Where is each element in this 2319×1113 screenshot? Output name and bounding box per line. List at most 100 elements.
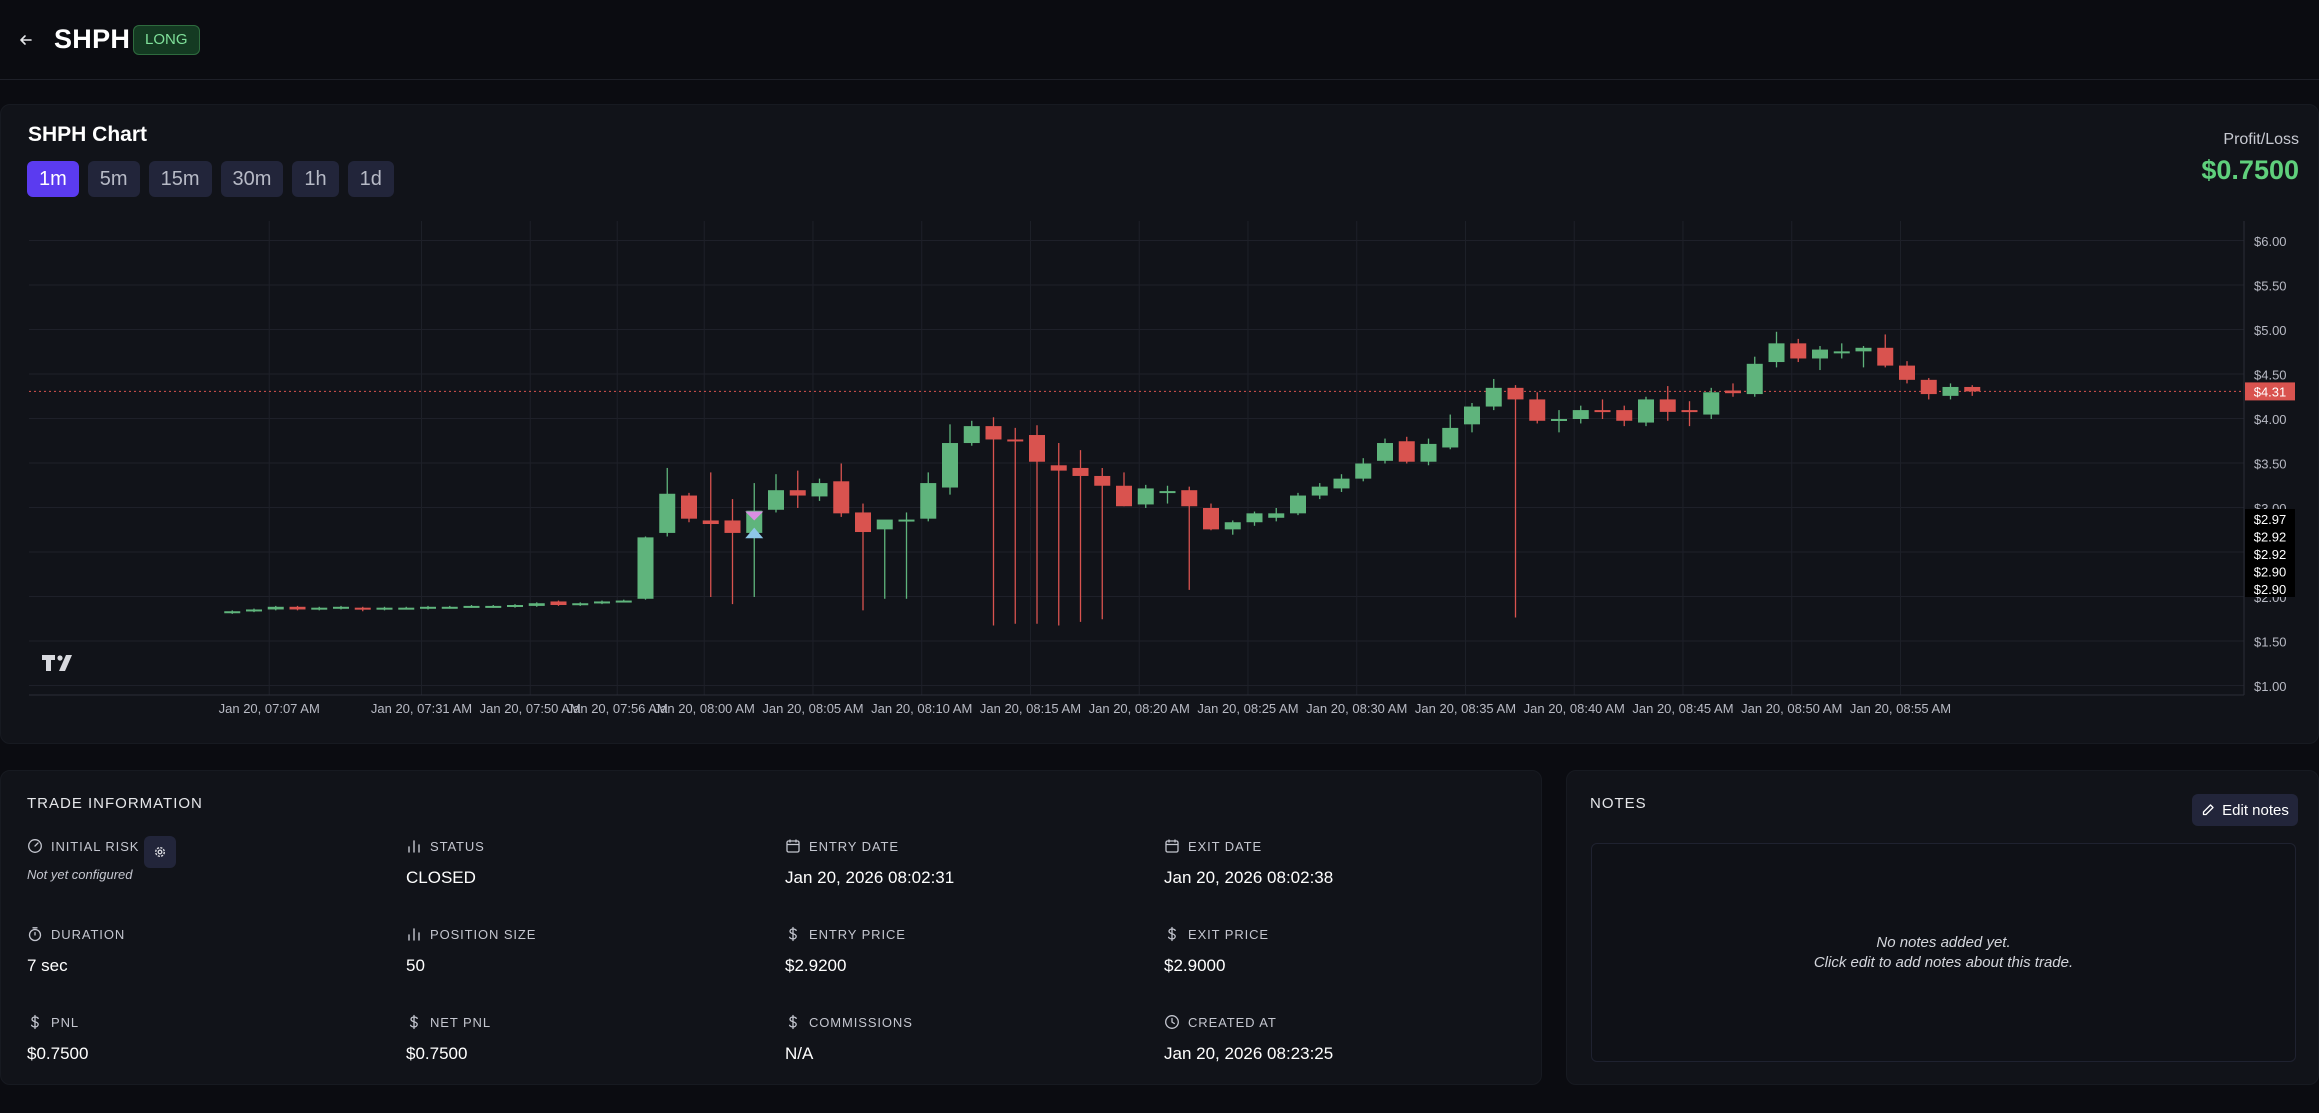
- exit-price-label: EXIT PRICE: [1188, 926, 1270, 942]
- candle-body: [1311, 486, 1328, 496]
- candle-body: [376, 607, 393, 610]
- x-tick-label: Jan 20, 08:25 AM: [1197, 701, 1298, 716]
- candle-body: [572, 603, 589, 606]
- status-value: CLOSED: [406, 868, 476, 887]
- dollar-icon: [788, 1014, 797, 1030]
- candle-body: [1094, 475, 1111, 486]
- duration-field: DURATION 7 sec: [27, 926, 125, 976]
- candle-body: [963, 426, 980, 444]
- exit-date-field: EXIT DATE Jan 20, 2026 08:02:38: [1164, 838, 1333, 888]
- y-tick-label: $1.50: [2254, 635, 2287, 650]
- commissions-field: COMMISSIONS N/A: [785, 1014, 913, 1064]
- y-tick-label: $4.50: [2254, 368, 2287, 383]
- candle-body: [224, 611, 241, 614]
- duration-label: DURATION: [51, 926, 126, 942]
- candle-body: [1029, 435, 1045, 462]
- candle-body: [1725, 390, 1741, 394]
- timeframe-1m[interactable]: 1m: [27, 161, 79, 197]
- candle-body: [876, 519, 893, 530]
- chart-card: SHPH Chart 1m 5m 15m 30m 1h 1d Profit/Loss $0…: [0, 104, 2319, 744]
- timeframe-30m[interactable]: 30m: [220, 161, 284, 197]
- x-tick-label: Jan 20, 08:55 AM: [1850, 701, 1951, 716]
- candle-body: [1007, 439, 1024, 442]
- candle-body: [1246, 513, 1263, 523]
- x-tick-label: Jan 20, 08:10 AM: [871, 701, 972, 716]
- candle-body: [1137, 488, 1154, 505]
- commissions-value: N/A: [785, 1044, 814, 1063]
- candle-body: [1268, 513, 1285, 518]
- candle-body: [898, 519, 915, 522]
- candle-body: [1899, 365, 1915, 380]
- candle-body: [594, 601, 610, 604]
- candle-body: [550, 601, 567, 606]
- back-button[interactable]: [12, 26, 40, 54]
- candle-body: [1746, 363, 1763, 395]
- notes-empty-state[interactable]: No notes added yet. Click edit to add no…: [1591, 843, 2296, 1062]
- x-tick-label: Jan 20, 07:07 AM: [219, 701, 320, 716]
- profit-loss-value: $0.7500: [2201, 155, 2299, 185]
- candle-body: [942, 443, 958, 488]
- notes-empty-line2: Click edit to add notes about this trade…: [1813, 953, 2074, 971]
- candle-body: [463, 605, 480, 608]
- position-size-label: POSITION SIZE: [430, 926, 537, 942]
- marker-price-label: $2.90: [2254, 565, 2287, 580]
- chart-title: SHPH Chart: [28, 123, 148, 146]
- tradingview-logo[interactable]: [41, 653, 75, 678]
- marker-price-tags: [2245, 509, 2295, 597]
- candle-body: [1920, 379, 1937, 395]
- status-label: STATUS: [430, 838, 485, 854]
- candlestick-chart[interactable]: $6.00$5.50$5.00$4.50$4.00$3.50$3.00$2.50…: [29, 221, 2299, 721]
- pencil-icon: [2202, 804, 2214, 816]
- timeframe-1d[interactable]: 1d: [347, 161, 394, 197]
- candle-body: [1442, 427, 1459, 448]
- candle-body: [267, 606, 284, 610]
- candle-body: [855, 512, 871, 533]
- candle-body: [1659, 399, 1676, 412]
- timeframe-1h[interactable]: 1h: [292, 161, 339, 197]
- edit-notes-button[interactable]: Edit notes: [2192, 794, 2298, 826]
- timer-icon: [28, 927, 42, 942]
- exit-date-value: Jan 20, 2026 08:02:38: [1164, 868, 1334, 887]
- pnl-label: PNL: [51, 1014, 79, 1030]
- x-tick-label: Jan 20, 07:31 AM: [371, 701, 472, 716]
- exit-price-value: $2.9000: [1164, 956, 1226, 975]
- dollar-icon: [30, 1014, 39, 1030]
- candle-body: [1485, 387, 1502, 407]
- candle-body: [1768, 343, 1785, 363]
- timeframe-15m[interactable]: 15m: [148, 161, 212, 197]
- candle-body: [507, 605, 523, 608]
- candle-body: [1290, 495, 1306, 514]
- symbol-title: SHPH: [54, 24, 131, 54]
- page-header: SHPH LONG: [0, 0, 2319, 80]
- candle-body: [789, 490, 806, 496]
- current-price-label: $4.31: [2254, 384, 2287, 399]
- marker-price-label: $2.97: [2254, 512, 2287, 527]
- candle-body: [833, 481, 850, 514]
- bar-chart-icon: [408, 840, 420, 853]
- gear-icon: [154, 846, 166, 858]
- position-size-value: 50: [406, 956, 425, 975]
- x-tick-label: Jan 20, 07:56 AM: [567, 701, 668, 716]
- candle-body: [1964, 386, 1981, 392]
- candle-body: [1812, 349, 1828, 359]
- entry-price-value: $2.9200: [785, 956, 847, 975]
- configure-risk-button[interactable]: [144, 836, 176, 868]
- initial-risk-field: INITIAL RISK Not yet configured: [27, 838, 139, 883]
- candle-body: [289, 606, 306, 610]
- created-at-label: CREATED AT: [1188, 1014, 1277, 1030]
- timeframe-5m[interactable]: 5m: [87, 161, 140, 197]
- candle-body: [637, 537, 654, 599]
- candle-body: [246, 609, 262, 612]
- candle-body: [1877, 347, 1894, 366]
- net-pnl-field: NET PNL $0.7500: [406, 1014, 491, 1064]
- x-tick-label: Jan 20, 07:50 AM: [480, 701, 581, 716]
- candle-body: [768, 490, 784, 510]
- candle-body: [1464, 406, 1480, 425]
- candle-body: [1703, 392, 1720, 415]
- status-field: STATUS CLOSED: [406, 838, 485, 888]
- candle-body: [1833, 351, 1850, 354]
- exit-date-label: EXIT DATE: [1188, 838, 1263, 854]
- candle-body: [1224, 522, 1241, 530]
- candle-body: [615, 600, 632, 603]
- timeframe-selector: 1m 5m 15m 30m 1h 1d: [27, 161, 394, 197]
